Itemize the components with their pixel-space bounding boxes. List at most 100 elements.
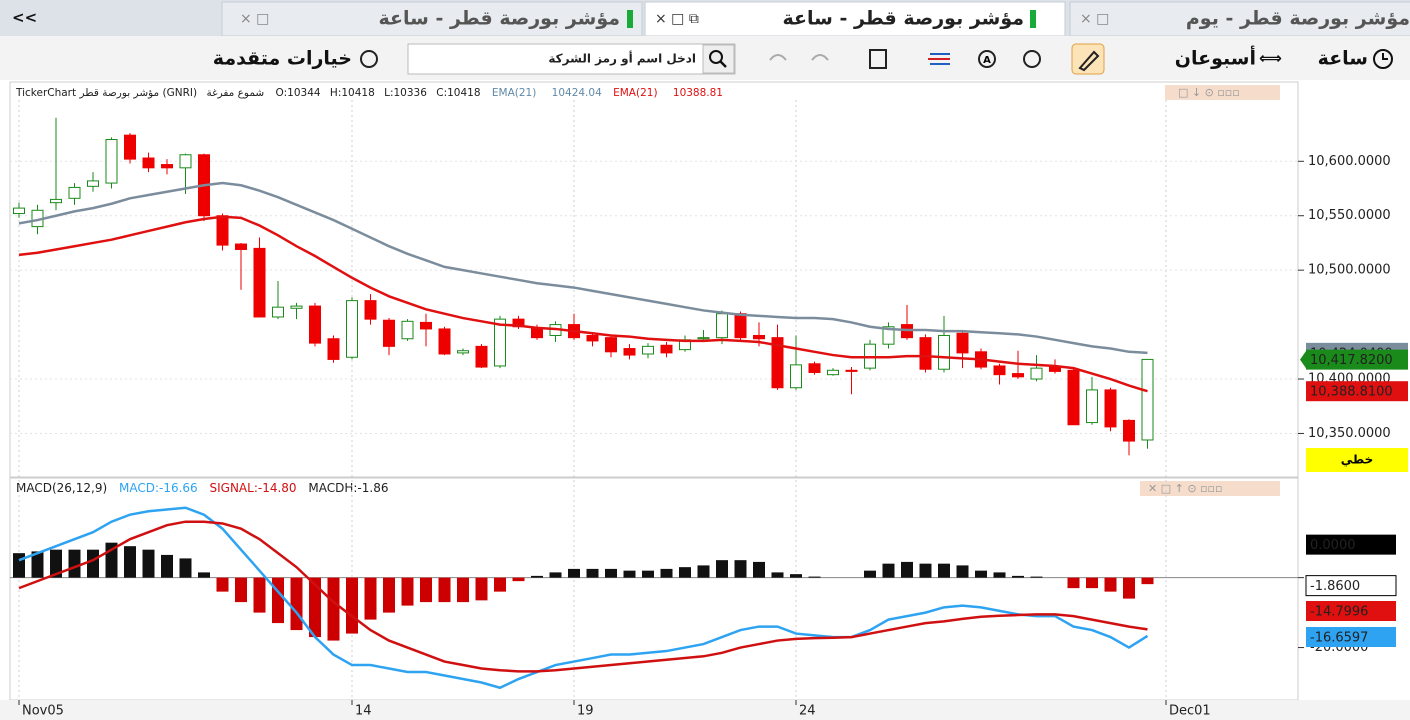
histogram-bar: [1086, 577, 1098, 589]
candle-body: [956, 332, 969, 354]
candle-body: [475, 345, 488, 368]
candle-body: [124, 134, 136, 160]
tab[interactable]: [1069, 1, 1410, 37]
histogram-bar: [1141, 577, 1154, 585]
tab-title[interactable]: مؤشر بورصة قطر - ساعة: [783, 8, 1024, 30]
candle-body: [753, 334, 765, 340]
y-tick-label: 10,350.0000: [1308, 426, 1391, 441]
clock-hand: [1382, 53, 1388, 60]
x-tick-label: 19: [577, 704, 594, 719]
indicator-icon[interactable]: [1023, 50, 1041, 68]
tab[interactable]: [221, 1, 643, 37]
histogram-bar: [864, 570, 876, 578]
candle-body: [1067, 369, 1080, 426]
tab-active[interactable]: [644, 1, 1066, 37]
histogram-bar: [401, 577, 414, 606]
histogram-bar: [549, 572, 562, 578]
info-high: H:10418: [330, 87, 375, 99]
candle-body: [1123, 419, 1135, 442]
tab-close[interactable]: × □ ⧉: [655, 11, 699, 27]
price-info: TickerChart مؤشر بورصة قطر (GNRI) شموع م…: [15, 87, 723, 99]
candle-body: [1049, 366, 1061, 372]
y-tick-label: 0.0000: [1310, 538, 1356, 553]
histogram-bar: [13, 553, 25, 578]
y-tick-label: 10,500.0000: [1308, 263, 1391, 278]
period-button[interactable]: أسبوعان: [1175, 46, 1256, 70]
candle-body: [697, 337, 710, 340]
info-close: C:10418: [436, 87, 480, 99]
search-placeholder[interactable]: ادخل اسم أو رمز الشركة: [548, 51, 696, 67]
undo-icon[interactable]: [769, 54, 787, 61]
indicator-line: [18, 181, 1148, 355]
histogram-bar: [438, 577, 451, 603]
histogram-bar: [142, 549, 155, 578]
histogram-bar: [179, 558, 192, 578]
histogram-bar: [790, 574, 802, 578]
histogram-bar: [679, 567, 691, 578]
candle-body: [1030, 367, 1043, 380]
info-title: TickerChart مؤشر بورصة قطر (GNRI): [15, 87, 197, 99]
histogram-bar: [290, 577, 303, 631]
interval-button[interactable]: ساعة: [1318, 48, 1368, 70]
plot-layer: Nov05 14 19 24 Dec0110,350.000010,400.000010…: [0, 100, 1410, 720]
search-box[interactable]: [407, 43, 736, 75]
candle-body: [660, 344, 673, 354]
period-icon: ⟺: [1259, 49, 1282, 68]
tab-title[interactable]: مؤشر بورصة قطر - ساعة: [379, 8, 620, 30]
candle-body: [438, 328, 451, 355]
histogram-bar: [346, 577, 358, 634]
histogram-bar: [161, 554, 173, 578]
macd-value: MACD:-16.66: [119, 481, 198, 495]
tab-marker: [627, 10, 633, 28]
auto-icon[interactable]: [978, 50, 996, 68]
tab-close[interactable]: × □: [240, 11, 269, 27]
last-value-label: -1.8600: [1310, 579, 1360, 594]
panel-buttons-icons: □ ↓ ⊙ ▫▫▫: [1178, 86, 1240, 99]
tab-close[interactable]: × □: [1080, 11, 1109, 27]
tab-marker: [1030, 10, 1036, 28]
hist-value: MACDH:-1.86: [308, 481, 388, 495]
panel-buttons[interactable]: [1140, 481, 1280, 496]
ema-value: 10424.04: [552, 87, 602, 99]
histogram-bar: [420, 577, 432, 603]
panel-buttons[interactable]: [1165, 85, 1280, 100]
candle-body: [586, 334, 599, 342]
candle-body: [494, 318, 506, 367]
histogram-bar: [309, 577, 321, 638]
candle-body: [309, 305, 321, 344]
histogram-bar: [697, 565, 710, 578]
info-low: L:10336: [384, 87, 427, 99]
histogram-bar: [31, 551, 44, 578]
candle-body: [346, 300, 358, 358]
chart-style-box: [1306, 448, 1408, 472]
advanced-options[interactable]: خيارات متقدمة: [213, 48, 352, 70]
y-tick-label: 10,600.0000: [1308, 154, 1391, 169]
histogram-bar: [364, 577, 377, 620]
tab-title[interactable]: مؤشر بورصة قطر - يوم: [1186, 8, 1410, 30]
macd-title: MACD(26,12,9): [16, 481, 107, 495]
candle-body: [1012, 373, 1024, 378]
redo-icon[interactable]: [811, 54, 829, 61]
histogram-bar: [272, 577, 284, 624]
last-value-label-box: [1305, 575, 1397, 597]
panel-buttons-icons: ✕ □ ↑ ⊙ ▫▫▫: [1148, 482, 1222, 495]
indicator-line: [18, 520, 1148, 673]
histogram-bar: [956, 565, 969, 578]
template-icon[interactable]: [869, 49, 887, 69]
candle-body: [235, 243, 247, 250]
search-button[interactable]: [702, 44, 735, 74]
histogram-bar: [919, 563, 932, 578]
histogram-bar: [475, 577, 488, 601]
last-value-label: -14.7996: [1310, 605, 1368, 620]
candle-body: [790, 364, 802, 389]
last-close-label-arrow: [1300, 349, 1307, 370]
histogram-bar: [753, 561, 765, 578]
indicator-line: [18, 215, 1148, 393]
last-close-label-box: [1306, 349, 1408, 370]
collapse-button[interactable]: <<: [12, 9, 37, 27]
candle-body: [68, 186, 81, 199]
indicator-line: [18, 506, 1149, 690]
histogram-bar: [1067, 577, 1080, 589]
candle-body: [808, 363, 821, 373]
histogram-bar: [68, 549, 81, 578]
